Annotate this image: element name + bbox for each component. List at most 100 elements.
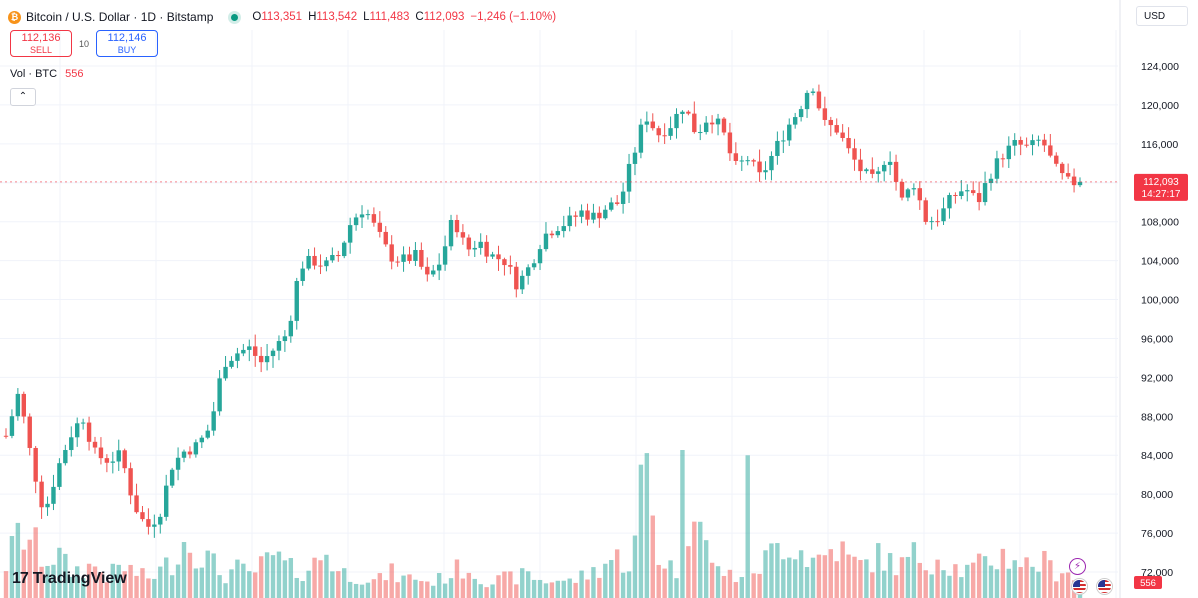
- volume-bar: [1065, 572, 1071, 598]
- symbol-title[interactable]: Bitcoin / U.S. Dollar · 1D · Bitstamp: [26, 10, 214, 24]
- candle: [193, 442, 199, 455]
- chevron-up-icon: ⌃: [18, 91, 28, 102]
- candle: [816, 91, 822, 109]
- market-status-icon[interactable]: [231, 13, 239, 21]
- volume-bar: [787, 557, 792, 598]
- lightning-icon[interactable]: ⚡: [1069, 558, 1086, 575]
- volume-bar: [294, 577, 299, 598]
- volume-bar: [353, 583, 359, 598]
- candle: [680, 111, 685, 114]
- volume-bar: [626, 571, 632, 598]
- volume-bar: [620, 572, 626, 598]
- candle: [822, 108, 828, 120]
- candle: [1059, 163, 1065, 174]
- volume-bar: [21, 549, 27, 598]
- candle: [1077, 181, 1083, 186]
- candle: [211, 411, 216, 431]
- volume-bar: [211, 553, 216, 598]
- candle: [241, 349, 246, 354]
- candle: [721, 118, 727, 133]
- candle: [312, 255, 317, 266]
- volume-bar: [603, 563, 608, 598]
- volume-bar: [994, 569, 1000, 598]
- us-flag-icon[interactable]: [1072, 579, 1087, 594]
- volume-bar: [763, 550, 768, 598]
- currency-select[interactable]: USD: [1136, 6, 1188, 26]
- candle: [531, 263, 537, 268]
- candle: [870, 169, 875, 174]
- volume-bar: [442, 583, 448, 598]
- volume-bar: [739, 577, 744, 598]
- candle: [959, 191, 964, 196]
- candle: [431, 270, 436, 275]
- volume-bar: [751, 573, 756, 598]
- candle: [935, 221, 940, 223]
- volume-bar: [466, 572, 472, 598]
- volume-bar: [199, 567, 205, 598]
- y-tick-label: 108,000: [1141, 217, 1179, 229]
- y-tick-label: 100,000: [1141, 295, 1179, 307]
- change-value: −1,246 (−1.10%): [470, 11, 557, 23]
- candle: [187, 451, 193, 455]
- volume-bar: [947, 575, 952, 598]
- volume-bar: [181, 542, 187, 598]
- volume-bar: [692, 521, 697, 598]
- candle: [864, 169, 869, 172]
- volume-bar: [703, 540, 709, 598]
- volume-bar: [92, 566, 98, 598]
- candle: [158, 516, 163, 525]
- candle: [1071, 176, 1077, 186]
- volume-bar: [591, 567, 596, 598]
- buy-button[interactable]: 112,146 BUY: [96, 30, 158, 57]
- volume-bar: [407, 574, 412, 598]
- candle: [235, 353, 240, 361]
- candle: [899, 181, 905, 198]
- volume-bar: [75, 566, 80, 598]
- candle: [389, 244, 394, 262]
- candle: [567, 215, 572, 227]
- volume-bar: [69, 576, 74, 598]
- volume-bar: [330, 571, 335, 598]
- candle: [15, 393, 21, 417]
- candle: [9, 416, 15, 436]
- candle: [353, 217, 359, 226]
- candle: [383, 231, 388, 245]
- volume-bar: [472, 578, 477, 598]
- collapse-legend-button[interactable]: ⌃: [10, 88, 36, 106]
- y-tick-label: 96,000: [1141, 333, 1173, 345]
- volume-bar: [923, 570, 928, 598]
- candle: [57, 463, 62, 487]
- candle: [917, 188, 922, 201]
- last-price-label: 112,093: [1143, 177, 1179, 188]
- candle: [1042, 139, 1047, 146]
- volume-bar: [852, 556, 857, 598]
- candle: [502, 259, 507, 266]
- volume-bar: [745, 455, 750, 598]
- candle: [953, 195, 958, 197]
- candle: [852, 148, 857, 160]
- candle: [1065, 173, 1071, 177]
- sell-button[interactable]: 112,136 SELL: [10, 30, 72, 57]
- volume-bar: [929, 574, 934, 598]
- candle: [134, 495, 139, 513]
- volume-bar: [15, 522, 21, 598]
- volume-bar: [525, 571, 531, 598]
- volume-bar: [276, 551, 282, 598]
- tradingview-logo[interactable]: 17 TradingView: [12, 570, 127, 587]
- volume-bar: [941, 570, 946, 598]
- candle: [692, 113, 697, 133]
- y-tick-label: 116,000: [1141, 139, 1178, 151]
- candle: [1030, 140, 1035, 146]
- candle: [911, 188, 917, 190]
- volume-bar: [638, 464, 644, 598]
- candle: [1036, 139, 1041, 141]
- candle: [638, 124, 644, 153]
- volume-bar: [911, 542, 917, 598]
- volume-tag: [1134, 576, 1162, 589]
- candle: [988, 178, 994, 184]
- candle: [733, 153, 739, 161]
- candle: [620, 191, 626, 204]
- candle: [371, 214, 377, 223]
- us-flag-icon-2[interactable]: [1097, 579, 1112, 594]
